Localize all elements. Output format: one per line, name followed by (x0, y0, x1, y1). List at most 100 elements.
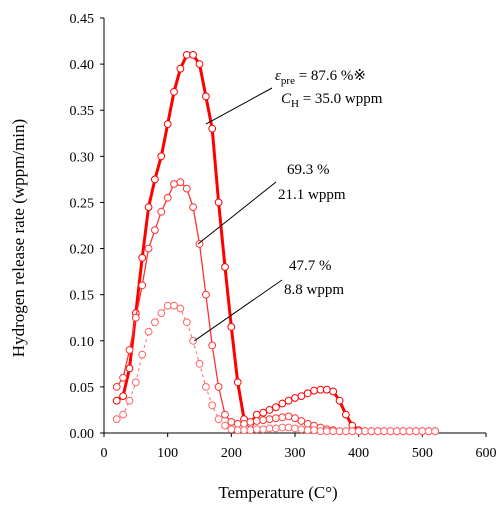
series-3-point (310, 426, 319, 435)
series-2-point (221, 410, 229, 419)
annotation-1-line1: εpre = 87.6 %※ (275, 68, 366, 87)
series-2-point (112, 383, 121, 391)
y-tick-label: 0.40 (70, 58, 95, 73)
series-2-point (195, 240, 204, 248)
y-tick-label: 0.05 (70, 381, 95, 396)
series-3-point (335, 427, 344, 436)
annotation-leader-line-1 (205, 87, 273, 125)
y-tick-label: 0.25 (70, 196, 95, 211)
y-ticks: 0.00 0.05 0.10 0.15 0.20 0.25 0.30 0.35 0.40 0.45 (70, 12, 104, 442)
series-1-point (221, 263, 229, 271)
series-3-point (431, 427, 440, 436)
x-ticks: 0 100 200 300 400 500 600 (101, 433, 497, 461)
series-2-point (176, 178, 185, 187)
series-1-point (291, 394, 299, 402)
series-2-point (131, 313, 140, 322)
series-1-point (342, 410, 350, 419)
y-tick-label: 0.00 (70, 427, 95, 442)
series-2-point (265, 415, 274, 424)
annotations: εpre = 87.6 %※ CH = 35.0 wppm 69.3 % 21.… (194, 68, 383, 342)
series-2-point (278, 413, 287, 422)
series-2-point (303, 419, 312, 428)
x-tick-label: 400 (348, 446, 369, 461)
series-3-point (227, 425, 236, 434)
series-3-point (380, 427, 389, 436)
x-tick-label: 300 (285, 446, 306, 461)
series-1-point (195, 60, 204, 68)
series-3-point (329, 427, 338, 436)
series-2-point (151, 226, 159, 235)
series-3-point (259, 425, 268, 434)
y-tick-label: 0.35 (70, 104, 95, 119)
series-1-point (125, 364, 134, 373)
series-1-point (316, 385, 325, 394)
annotation-1-eps-value: = 87.6 %※ (295, 68, 366, 84)
series-3-point (214, 415, 223, 424)
series-3-point (373, 427, 382, 436)
annotation-1-c-value: = 35.0 wppm (299, 91, 383, 107)
series-1-point (265, 406, 274, 414)
series-3-point (424, 427, 433, 436)
series-2-point (233, 419, 242, 428)
annotation-3-line2: 8.8 wppm (284, 282, 344, 298)
series-3-point (125, 396, 134, 405)
series-2-point (291, 414, 299, 423)
series-1-point (208, 124, 217, 133)
series-1-point (297, 392, 306, 401)
series-1-line (115, 53, 436, 433)
series-3-point (138, 350, 147, 359)
series-3-point (418, 427, 427, 436)
series-1-point (335, 396, 344, 405)
series-2-point (259, 416, 268, 425)
x-tick-label: 600 (476, 446, 497, 461)
x-axis-title: Temperature (C°) (218, 483, 337, 502)
series-3-point (144, 327, 153, 336)
series-layer (112, 51, 440, 436)
series-2-point (163, 193, 172, 202)
series-3-point (221, 421, 229, 430)
annotation-1-eps-sub: pre (281, 75, 295, 87)
y-tick-label: 0.45 (70, 12, 95, 27)
x-tick-label: 200 (221, 446, 242, 461)
series-1-point (170, 87, 178, 96)
series-3-point (354, 427, 363, 436)
series-2-point (214, 383, 223, 391)
series-3-point (233, 426, 242, 435)
series-1-point (259, 408, 268, 417)
series-2-point (246, 418, 255, 426)
series-3-point (189, 336, 198, 345)
series-3-point (412, 427, 420, 436)
y-tick-label: 0.20 (70, 243, 95, 258)
series-3-point (157, 309, 166, 318)
series-1-point (329, 387, 338, 396)
series-3-point (322, 427, 331, 436)
series-3-point (399, 427, 408, 436)
series-1-point (272, 403, 280, 412)
series-3-point (252, 425, 261, 434)
series-2-point (119, 373, 127, 382)
x-tick-label: 100 (157, 446, 178, 461)
y-axis-title: Hydrogen release rate (wppm/min) (9, 119, 28, 357)
series-2-point (202, 290, 210, 299)
series-3-point (112, 415, 121, 424)
series-2-point (138, 281, 147, 290)
series-2-point (240, 419, 249, 428)
series-1-point (322, 385, 331, 394)
x-tick-label: 0 (101, 446, 108, 461)
series-1 (112, 51, 440, 436)
series-3-point (316, 427, 325, 436)
series-1-point (189, 51, 198, 59)
series-3-point (393, 427, 401, 436)
series-3-point (265, 424, 274, 433)
series-2-point (252, 417, 261, 425)
annotation-1-eps-symbol: ε (275, 68, 281, 84)
series-1-point (278, 399, 287, 408)
y-tick-label: 0.30 (70, 150, 95, 165)
series-1-point (310, 386, 319, 395)
series-1-point (303, 389, 312, 398)
annotation-1-c-symbol: C (281, 91, 292, 107)
series-2-point (157, 207, 166, 216)
series-3-point (246, 426, 255, 435)
series-3-point (291, 424, 299, 433)
